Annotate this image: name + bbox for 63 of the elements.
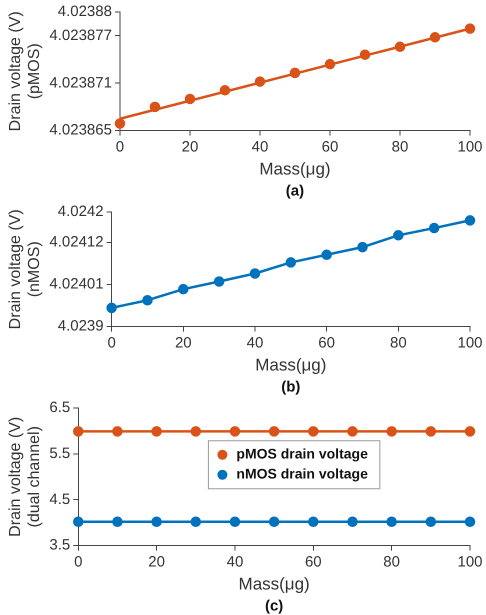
x-axis-title: Mass(μg) (259, 159, 331, 178)
y-tick-label: 4.023871 (49, 74, 112, 92)
y-tick-label: 5.5 (49, 445, 70, 462)
point (428, 222, 440, 234)
x-tick-label: 80 (390, 334, 407, 352)
text: (b) (281, 378, 300, 396)
y-tick-label: 4.0239 (58, 318, 104, 335)
y-tick-label: 4.5 (49, 490, 70, 508)
point (394, 42, 406, 52)
point (250, 268, 260, 279)
point (178, 284, 189, 294)
y-tick-label: 3.5 (49, 536, 70, 554)
x-tick-label: 40 (252, 138, 268, 156)
y-axis-title: Drain voltage (V) (dual channel) (7, 416, 44, 537)
point (321, 250, 332, 260)
y-tick-label: 4.02412 (49, 234, 104, 251)
y-axis-title: Drain voltage (V) (pMOS) (7, 11, 44, 132)
x-tick-label: 0 (74, 554, 82, 571)
x-tick-label: 20 (182, 138, 198, 156)
x-tick-label: 0 (116, 138, 124, 156)
point (430, 32, 440, 43)
y-tick-label: 4.0242 (58, 203, 104, 220)
y-axis-title: Drain voltage (V) (nMOS) (7, 209, 44, 330)
point (114, 118, 126, 129)
x-tick-label: 20 (174, 334, 192, 352)
text: (c) (264, 598, 284, 615)
y-tick-label: 4.023877 (49, 26, 112, 44)
point (357, 242, 368, 252)
point (184, 94, 196, 104)
x-tick-label: 80 (392, 138, 408, 156)
y-tick-label: 4.02388 (58, 3, 112, 20)
x-tick-label: 20 (148, 554, 165, 571)
text: (a) (286, 182, 304, 200)
x-tick-label: 60 (304, 554, 322, 571)
point (220, 85, 230, 96)
legend-label: nMOS drain voltage (236, 466, 368, 482)
y-tick-label: 6.5 (49, 399, 70, 416)
point (290, 68, 300, 78)
x-tick-label: 40 (246, 334, 264, 352)
x-tick-label: 0 (107, 334, 116, 352)
y-tick-label: 4.023865 (49, 122, 112, 139)
point (286, 257, 296, 268)
point (254, 76, 266, 87)
x-tick-label: 100 (457, 138, 483, 156)
x-tick-label: 80 (383, 554, 400, 571)
point (142, 294, 153, 306)
x-tick-label: 100 (457, 334, 483, 352)
point (360, 49, 370, 60)
point (393, 230, 404, 241)
x-tick-label: 60 (318, 334, 335, 352)
point (464, 215, 476, 226)
y-tick-label: 4.02401 (49, 276, 104, 293)
point (106, 302, 117, 314)
x-tick-label: 100 (457, 554, 483, 571)
x-axis-title: Mass(μg) (238, 574, 310, 594)
legend-label: pMOS drain voltage (236, 446, 368, 462)
x-axis-title: Mass(μg) (255, 355, 326, 374)
x-tick-label: 60 (322, 138, 338, 156)
x-tick-label: 40 (226, 554, 244, 571)
point (150, 102, 160, 112)
point (324, 58, 336, 70)
point (464, 23, 476, 34)
point (214, 276, 224, 287)
